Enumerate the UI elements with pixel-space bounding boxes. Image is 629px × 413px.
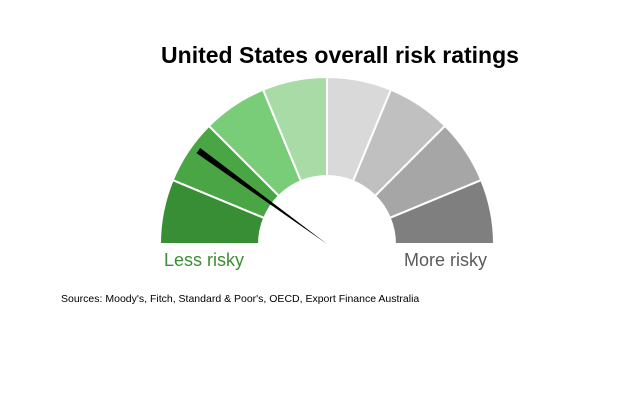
gauge-segment-8 — [388, 178, 496, 245]
less-risky-label: Less risky — [164, 250, 245, 270]
source-note: Sources: Moody's, Fitch, Standard & Poor… — [61, 293, 420, 305]
more-risky-label: More risky — [404, 250, 488, 270]
chart-title: United States overall risk ratings — [161, 42, 519, 68]
gauge-needle — [196, 147, 327, 244]
